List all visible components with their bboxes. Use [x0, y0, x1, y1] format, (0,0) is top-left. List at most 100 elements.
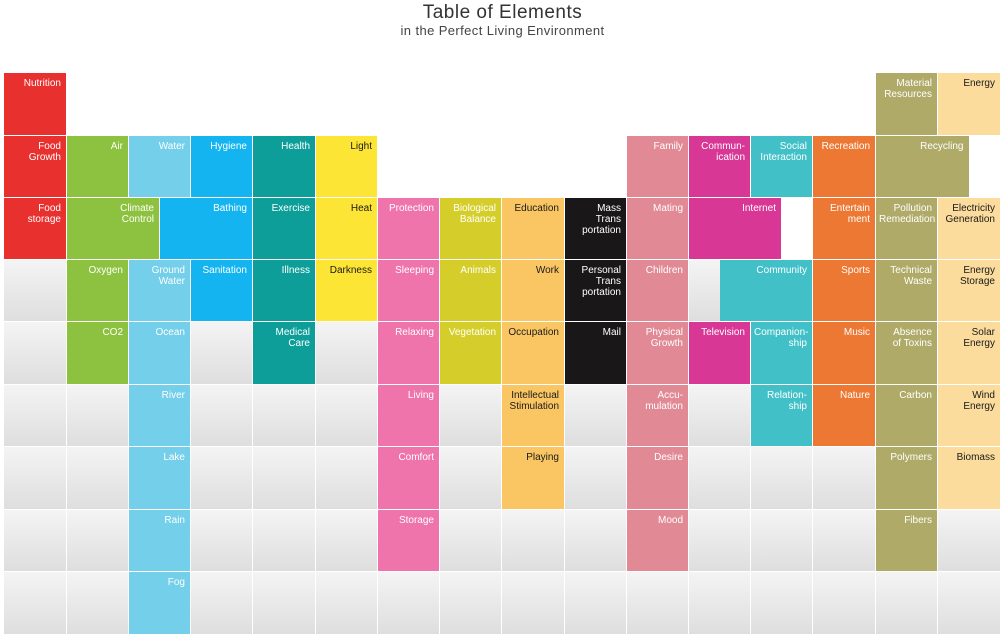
element-bathing: Bathing: [160, 198, 252, 259]
element-community: Community: [720, 260, 812, 321]
element-relaxing: Relaxing: [378, 322, 439, 384]
page-title: Table of Elements: [422, 2, 583, 23]
element-children: Children: [627, 260, 688, 321]
element-biological-balance: Biological Balance: [440, 198, 501, 259]
empty-cell: [378, 572, 439, 634]
empty-cell: [440, 385, 501, 446]
element-heat: Heat: [316, 198, 377, 259]
element-absence-of-toxins: Absence of Toxins: [876, 322, 937, 384]
empty-cell: [502, 510, 564, 571]
empty-cell: [316, 322, 377, 384]
element-exercise: Exercise: [253, 198, 315, 259]
element-climate-control: Climate Control: [67, 198, 159, 259]
element-education: Education: [502, 198, 564, 259]
element-music: Music: [813, 322, 875, 384]
empty-cell: [689, 510, 750, 571]
element-light: Light: [316, 136, 377, 197]
empty-cell: [689, 447, 750, 509]
element-energy: Energy: [938, 73, 1000, 135]
empty-cell: [813, 447, 875, 509]
element-ocean: Ocean: [129, 322, 190, 384]
empty-cell: [67, 572, 128, 634]
empty-cell: [4, 385, 66, 446]
element-hygiene: Hygiene: [191, 136, 252, 197]
element-internet: Internet: [689, 198, 781, 259]
element-biomass: Biomass: [938, 447, 1000, 509]
empty-cell: [191, 447, 252, 509]
element-pollution-remediation: Pollution Remediation: [876, 198, 937, 259]
element-protection: Protection: [378, 198, 439, 259]
element-illness: Illness: [253, 260, 315, 321]
empty-cell: [440, 447, 501, 509]
element-entertain-ment: Entertain ment: [813, 198, 875, 259]
empty-cell: [440, 572, 501, 634]
element-television: Television: [689, 322, 750, 384]
element-technical-waste: Technical Waste: [876, 260, 937, 321]
empty-cell: [4, 572, 66, 634]
empty-cell: [627, 572, 688, 634]
element-storage: Storage: [378, 510, 439, 571]
empty-cell: [4, 322, 66, 384]
element-mating: Mating: [627, 198, 688, 259]
empty-cell: [565, 572, 626, 634]
element-companion-ship: Companion- ship: [751, 322, 812, 384]
element-co2: CO2: [67, 322, 128, 384]
element-mood: Mood: [627, 510, 688, 571]
empty-cell: [253, 510, 315, 571]
element-occupation: Occupation: [502, 322, 564, 384]
element-recreation: Recreation: [813, 136, 875, 197]
element-living: Living: [378, 385, 439, 446]
empty-cell: [689, 572, 750, 634]
empty-cell: [316, 447, 377, 509]
element-air: Air: [67, 136, 128, 197]
element-nutrition: Nutrition: [4, 73, 66, 135]
element-playing: Playing: [502, 447, 564, 509]
element-sleeping: Sleeping: [378, 260, 439, 321]
element-wind-energy: Wind Energy: [938, 385, 1000, 446]
element-solar-energy: Solar Energy: [938, 322, 1000, 384]
empty-cell: [191, 510, 252, 571]
element-animals: Animals: [440, 260, 501, 321]
page-subtitle: in the Perfect Living Environment: [400, 23, 605, 38]
empty-cell: [253, 572, 315, 634]
element-electricity-generation: Electricity Generation: [938, 198, 1000, 259]
element-river: River: [129, 385, 190, 446]
element-lake: Lake: [129, 447, 190, 509]
element-mass-trans-portation: Mass Trans portation: [565, 198, 626, 259]
empty-cell: [751, 447, 812, 509]
empty-cell: [813, 510, 875, 571]
empty-cell: [565, 447, 626, 509]
empty-cell: [938, 510, 1000, 571]
empty-cell: [67, 385, 128, 446]
empty-cell: [253, 385, 315, 446]
element-physical-growth: Physical Growth: [627, 322, 688, 384]
element-desire: Desire: [627, 447, 688, 509]
element-social-interaction: Social Interaction: [751, 136, 812, 197]
empty-cell: [4, 260, 66, 321]
element-food-storage: Food storage: [4, 198, 66, 259]
empty-cell: [316, 385, 377, 446]
empty-cell: [253, 447, 315, 509]
empty-cell: [316, 510, 377, 571]
element-medical-care: Medical Care: [253, 322, 315, 384]
empty-cell: [4, 510, 66, 571]
element-material-resources: Material Resources: [876, 73, 937, 135]
empty-cell: [689, 385, 750, 446]
element-accu-mulation: Accu- mulation: [627, 385, 688, 446]
empty-cell: [565, 510, 626, 571]
element-intellectual-stimulation: Intellectual Stimulation: [502, 385, 564, 446]
element-work: Work: [502, 260, 564, 321]
empty-cell: [67, 447, 128, 509]
empty-cell: [751, 510, 812, 571]
element-mail: Mail: [565, 322, 626, 384]
element-personal-trans-portation: Personal Trans portation: [565, 260, 626, 321]
element-sports: Sports: [813, 260, 875, 321]
element-family: Family: [627, 136, 688, 197]
empty-cell: [4, 447, 66, 509]
empty-cell: [938, 572, 1000, 634]
empty-cell: [440, 510, 501, 571]
empty-cell: [67, 510, 128, 571]
empty-cell: [191, 322, 252, 384]
element-vegetation: Vegetation: [440, 322, 501, 384]
